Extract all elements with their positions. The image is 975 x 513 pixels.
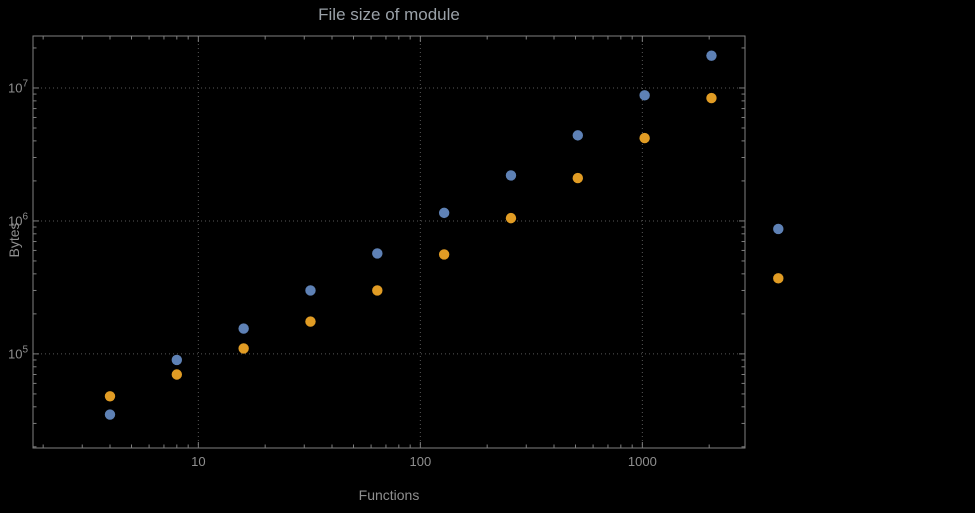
data-point-series-1-blue	[639, 90, 650, 101]
data-point-series-2-orange	[238, 343, 249, 354]
data-point-series-1-blue	[305, 285, 316, 296]
data-point-series-2-orange	[773, 273, 784, 284]
x-tick-label: 100	[409, 454, 431, 469]
data-point-series-2-orange	[171, 369, 183, 380]
x-axis-label: Functions	[358, 487, 420, 503]
data-point-series-2-orange	[706, 92, 717, 104]
data-point-series-1-blue	[572, 130, 584, 141]
data-point-series-1-blue	[238, 323, 249, 334]
data-point-series-2-orange	[572, 172, 584, 184]
data-point-series-1-blue	[171, 354, 183, 366]
data-point-series-2-orange	[372, 285, 383, 296]
data-point-series-1-blue	[104, 409, 116, 420]
y-tick-label: 105	[8, 344, 28, 361]
data-point-series-2-orange	[305, 316, 316, 327]
x-tick-label: 1000	[628, 454, 657, 469]
data-point-series-2-orange	[438, 249, 450, 260]
data-point-series-2-orange	[639, 132, 650, 144]
y-tick-label: 106	[8, 211, 28, 228]
data-point-series-2-orange	[104, 391, 116, 402]
data-point-series-2-orange	[505, 212, 517, 224]
chart-title: File size of module	[318, 5, 460, 24]
data-point-series-1-blue	[438, 207, 450, 219]
y-axis-label: Bytes	[6, 222, 22, 258]
data-point-series-1-blue	[372, 248, 383, 259]
data-point-series-1-blue	[505, 170, 517, 181]
plot-frame	[32, 35, 746, 449]
data-point-series-1-blue	[773, 223, 784, 235]
y-tick-label: 107	[8, 78, 28, 95]
x-tick-label: 10	[191, 454, 205, 469]
data-point-series-1-blue	[706, 50, 717, 61]
